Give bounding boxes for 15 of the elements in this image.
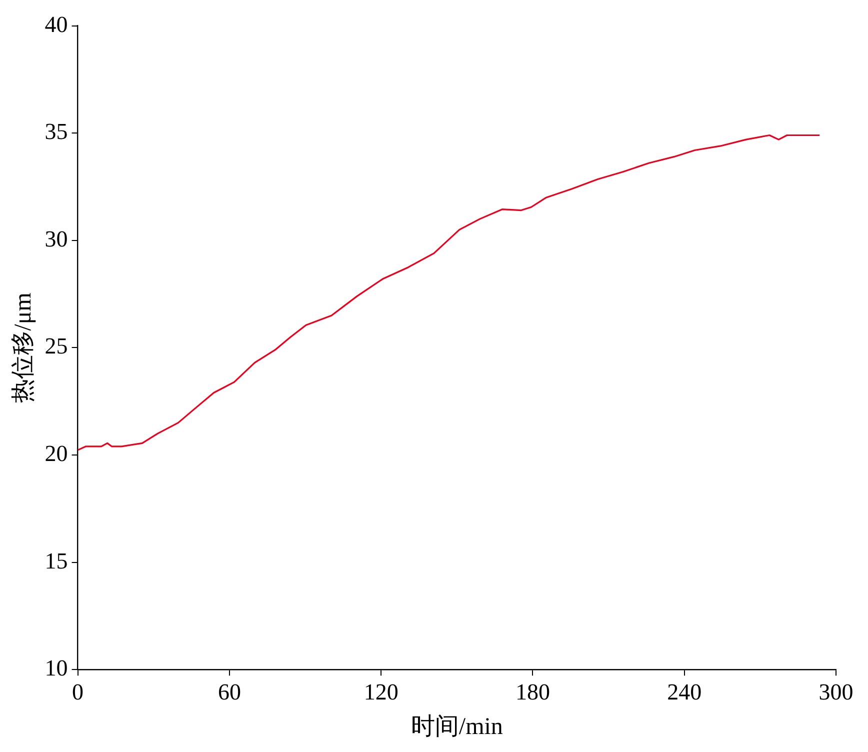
y-tick-label: 10 [44, 656, 68, 681]
y-tick-label: 30 [44, 226, 68, 252]
x-tick-label: 60 [218, 679, 241, 704]
x-tick-label: 180 [515, 679, 550, 704]
y-tick-label: 40 [44, 12, 68, 37]
x-axis-title: 时间/min [410, 714, 503, 740]
y-tick-label: 35 [44, 119, 68, 144]
x-tick-label: 120 [364, 679, 398, 704]
x-tick-label: 240 [667, 679, 702, 704]
y-tick-label: 20 [44, 441, 68, 466]
x-tick-label: 0 [72, 679, 84, 704]
y-axis-title: 热位移/μm [10, 292, 37, 403]
x-tick-label: 300 [818, 679, 854, 704]
y-tick-label: 25 [44, 334, 68, 359]
y-tick-label: 15 [44, 548, 68, 574]
